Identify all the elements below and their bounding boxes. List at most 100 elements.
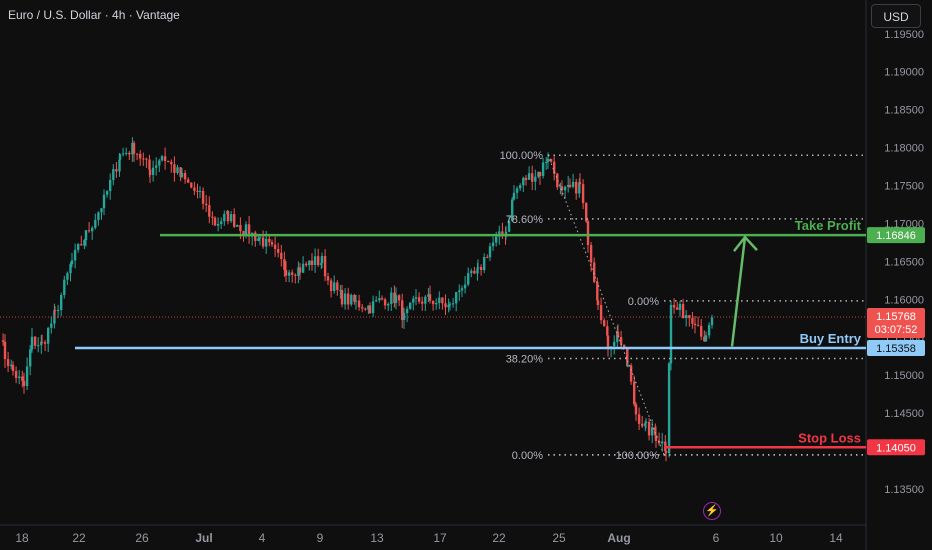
candle-body — [534, 176, 537, 182]
candle-body — [511, 199, 514, 221]
y-tick-label: 1.14500 — [884, 408, 924, 420]
candle-body — [151, 167, 155, 175]
candle-body — [431, 300, 435, 305]
candle-body — [242, 231, 245, 235]
candle-body — [626, 347, 629, 367]
y-tick-label: 1.16000 — [884, 294, 924, 306]
candle-body — [441, 297, 444, 304]
candle-body — [394, 295, 398, 304]
candle-body — [25, 366, 29, 387]
x-tick-label: 6 — [713, 531, 720, 545]
x-tick-label: 17 — [433, 531, 447, 545]
candle-body — [414, 297, 418, 299]
candle-body — [11, 364, 15, 371]
candle-body — [704, 335, 708, 342]
candle-body — [375, 300, 378, 302]
fib-level-label: 38.20% — [506, 354, 544, 366]
candle-body — [220, 221, 223, 224]
candle-body — [223, 214, 226, 222]
candle-body — [519, 185, 522, 189]
candle-body — [626, 365, 630, 367]
candle-body — [667, 363, 671, 454]
lightning-icon[interactable]: ⚡ — [703, 502, 721, 520]
candle-body — [94, 219, 97, 228]
candle-body — [284, 269, 288, 276]
candle-body — [661, 441, 664, 444]
candle-body — [233, 214, 236, 227]
candle-body — [347, 293, 350, 305]
candle-body — [486, 257, 489, 259]
candle-body — [696, 325, 700, 327]
candle-body — [339, 290, 342, 292]
fib-level-label: 78.60% — [506, 214, 544, 226]
candle-body — [1, 340, 5, 342]
candle-body — [109, 179, 112, 192]
y-tick-label: 1.15000 — [884, 370, 924, 382]
candle-body — [29, 349, 32, 367]
candle-body — [167, 161, 170, 163]
candle-body — [310, 260, 314, 265]
candle-body — [105, 191, 109, 195]
candle-body — [305, 263, 308, 266]
candle-body — [287, 272, 291, 276]
candle-body — [128, 152, 131, 155]
candle-body — [336, 282, 339, 291]
candle-body — [291, 272, 294, 275]
candle-body — [247, 224, 251, 237]
candle-body — [447, 304, 450, 308]
candle-body — [641, 423, 644, 427]
candle-body — [112, 169, 115, 180]
candle-body — [664, 451, 668, 454]
x-tick-label: 4 — [259, 531, 266, 545]
candle-body — [537, 172, 540, 177]
candle-body — [239, 225, 242, 232]
candle-body — [190, 182, 193, 188]
candle-body — [357, 300, 361, 308]
candle-body — [84, 230, 88, 241]
candle-body — [633, 381, 636, 405]
candle-body — [142, 158, 145, 160]
candle-body — [297, 267, 300, 276]
candle-body — [654, 427, 657, 436]
fib-level-label: 0.00% — [512, 450, 543, 462]
candle-body — [368, 305, 372, 314]
candle-body — [556, 173, 559, 188]
candle-body — [361, 307, 364, 309]
candle-body — [693, 323, 697, 326]
candle-body — [585, 203, 588, 222]
y-tick-label: 1.17500 — [884, 181, 924, 193]
candle-body — [681, 303, 685, 319]
candle-body — [669, 304, 673, 364]
candle-body — [483, 257, 486, 271]
candle-body — [409, 302, 412, 309]
candle-body — [353, 294, 356, 302]
arrow-shaft — [730, 236, 747, 347]
candle-body — [132, 142, 136, 154]
currency-button[interactable]: USD — [871, 4, 921, 28]
candle-body — [553, 161, 556, 174]
candle-body — [121, 153, 125, 155]
candle-body — [599, 305, 603, 321]
current-price-label: 1.15768 — [876, 311, 916, 323]
candle-body — [397, 295, 401, 301]
candle-body — [298, 267, 302, 273]
candle-body — [258, 237, 262, 239]
candle-body — [560, 186, 564, 191]
candle-body — [115, 169, 118, 172]
candle-body — [326, 276, 330, 281]
candle-body — [589, 244, 593, 263]
candle-body — [672, 304, 676, 308]
candle-body — [568, 184, 572, 187]
candle-body — [685, 315, 688, 319]
candle-body — [619, 336, 623, 345]
candle-body — [268, 238, 271, 243]
candle-body — [538, 172, 542, 176]
candle-body — [424, 296, 427, 304]
candle-body — [261, 237, 265, 247]
candle-body — [83, 240, 86, 246]
candle-body — [421, 301, 424, 304]
candle-body — [155, 165, 158, 168]
chart-title: Euro / U.S. Dollar · 4h · Vantage — [8, 8, 180, 22]
candle-body — [710, 317, 714, 326]
